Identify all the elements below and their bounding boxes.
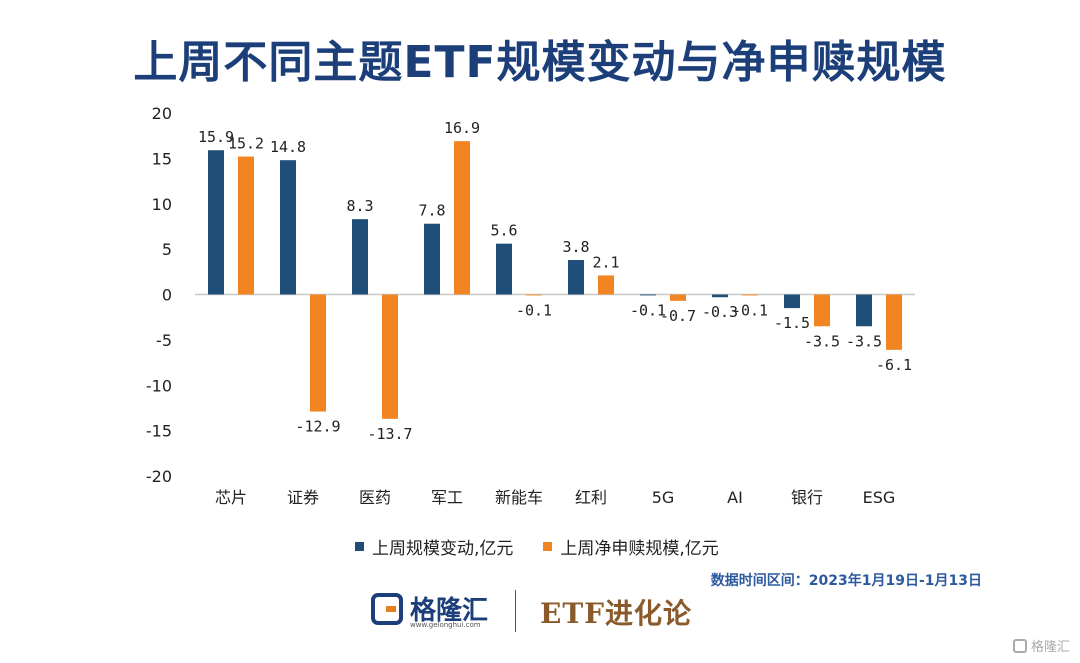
data-label-series-1: -3.5 xyxy=(846,332,882,350)
y-tick-label: 0 xyxy=(162,286,172,305)
bar-series-2 xyxy=(382,294,398,419)
bar-series-1 xyxy=(712,294,728,298)
bar-chart: 20 15 10 5 0 -5 -10 -15 -20 15.915.2 芯片 14.8 -12.9 证券… xyxy=(146,104,915,507)
data-label-series-1: 15.9 xyxy=(198,128,234,146)
y-tick-label: -20 xyxy=(146,467,172,486)
data-label-series-1: 7.8 xyxy=(418,202,445,220)
data-label-series-1: 5.6 xyxy=(490,222,517,240)
x-category-label: 军工 xyxy=(431,488,463,507)
bar-series-2 xyxy=(886,294,902,350)
data-label-series-2: -0.7 xyxy=(660,307,696,325)
bar-series-1 xyxy=(424,223,440,295)
data-label-series-2: -0.1 xyxy=(516,301,552,319)
footer-divider xyxy=(515,590,516,632)
gelonghui-logo-icon xyxy=(371,593,403,625)
bar-series-1 xyxy=(496,243,512,295)
data-label-series-2: 15.2 xyxy=(228,135,264,153)
logo-url: www.gelonghui.com xyxy=(410,621,481,629)
x-category-label: 证券 xyxy=(287,488,319,507)
legend-swatch-series-1 xyxy=(355,542,364,551)
data-label-series-2: -6.1 xyxy=(876,356,912,374)
bar-series-2 xyxy=(598,275,614,295)
bar-series-2 xyxy=(742,294,758,296)
bar-series-2 xyxy=(238,156,254,295)
chart-title: 上周不同主题ETF规模变动与净申赎规模 xyxy=(133,37,947,88)
bar-series-2 xyxy=(454,141,470,295)
data-label-series-2: 2.1 xyxy=(592,253,619,271)
data-period-note: 数据时间区间：2023年1月19日-1月13日 xyxy=(710,573,982,589)
y-tick-label: 15 xyxy=(152,149,172,168)
y-tick-label: 5 xyxy=(162,240,172,259)
bar-series-2 xyxy=(670,294,686,301)
y-tick-label: 20 xyxy=(152,104,172,123)
data-label-series-2: -0.1 xyxy=(732,301,768,319)
x-category-label: 医药 xyxy=(359,488,391,507)
bar-series-1 xyxy=(208,150,224,295)
data-label-series-1: -0.3 xyxy=(702,303,738,321)
bar-series-2 xyxy=(526,294,542,296)
bar-series-2 xyxy=(814,294,830,327)
bar-series-1 xyxy=(568,260,584,295)
x-category-label: AI xyxy=(727,488,743,507)
x-category-label: 红利 xyxy=(575,488,607,507)
data-label-series-1: -1.5 xyxy=(774,314,810,332)
bar-series-1 xyxy=(280,160,296,295)
data-label-series-2: -3.5 xyxy=(804,332,840,350)
y-tick-label: -15 xyxy=(146,422,172,441)
legend: 上周规模变动,亿元 上周净申赎规模,亿元 xyxy=(355,534,719,559)
y-tick-label: -5 xyxy=(156,331,172,350)
watermark-text: 格隆汇 xyxy=(1030,640,1070,655)
legend-label-series-2: 上周净申赎规模,亿元 xyxy=(560,539,719,559)
y-tick-label: 10 xyxy=(152,195,172,214)
watermark-logo-icon xyxy=(1012,638,1027,653)
data-label-series-2: -12.9 xyxy=(295,418,340,436)
data-label-series-1: 8.3 xyxy=(346,197,373,215)
legend-item-series-2: 上周净申赎规模,亿元 xyxy=(543,534,719,559)
bar-series-1 xyxy=(352,219,368,295)
bar-series-2 xyxy=(310,294,326,412)
legend-label-series-1: 上周规模变动,亿元 xyxy=(372,539,514,559)
data-label-series-1: 3.8 xyxy=(562,238,589,256)
bar-series-1 xyxy=(856,294,872,327)
x-category-label: 新能车 xyxy=(495,488,543,507)
x-category-label: 5G xyxy=(652,488,675,507)
x-category-label: 银行 xyxy=(791,488,823,507)
y-tick-label: -10 xyxy=(146,376,172,395)
data-label-series-1: 14.8 xyxy=(270,138,306,156)
legend-swatch-series-2 xyxy=(543,542,553,551)
brand-etf-evolution: ETF进化论 xyxy=(540,597,693,630)
data-label-series-1: -0.1 xyxy=(630,301,666,319)
legend-item-series-1: 上周规模变动,亿元 xyxy=(355,534,513,559)
data-label-series-2: -13.7 xyxy=(367,425,412,443)
x-category-label: ESG xyxy=(863,488,896,507)
bar-series-1 xyxy=(640,294,656,296)
x-category-label: 芯片 xyxy=(215,488,247,507)
logo-name: 格隆汇 xyxy=(410,596,489,626)
watermark: 格隆汇 xyxy=(1012,636,1070,655)
bar-series-1 xyxy=(784,294,800,309)
data-label-series-2: 16.9 xyxy=(444,119,480,137)
